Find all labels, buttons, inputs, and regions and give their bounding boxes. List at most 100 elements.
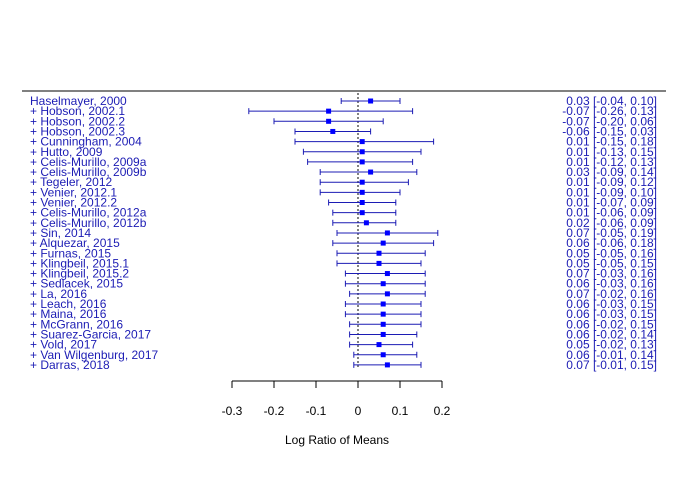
point-estimate-marker	[359, 189, 365, 195]
x-tick-label: -0.2	[264, 404, 285, 418]
study-row: + La, 2016 0.07 [-0.02, 0.16]	[30, 287, 657, 301]
point-estimate-marker	[326, 118, 332, 124]
study-label: + Vold, 2017	[30, 338, 97, 352]
x-tick-label: 0.1	[392, 404, 409, 418]
point-estimate-marker	[380, 331, 386, 337]
study-label: + Celis-Murillo, 2009b	[30, 165, 147, 179]
estimate-ci-text: 0.06 [-0.03, 0.15]	[566, 307, 657, 321]
study-label: + Klingbeil, 2015.2	[30, 267, 129, 281]
estimate-ci-text: 0.07 [-0.02, 0.16]	[566, 287, 657, 301]
point-estimate-marker	[326, 108, 332, 114]
estimate-ci-text: 0.07 [-0.01, 0.15]	[566, 358, 657, 372]
study-label: + Hobson, 2002.3	[30, 124, 125, 138]
estimate-ci-text: -0.06 [-0.15, 0.03]	[562, 124, 657, 138]
study-label: + Hobson, 2002.1	[30, 104, 125, 118]
estimate-ci-text: 0.06 [-0.01, 0.14]	[566, 348, 657, 362]
estimate-ci-text: 0.06 [-0.02, 0.15]	[566, 317, 657, 331]
study-label: + Alquezar, 2015	[30, 236, 120, 250]
point-estimate-marker	[376, 260, 382, 266]
point-estimate-marker	[330, 128, 336, 134]
study-row: + Van Wilgenburg, 2017 0.06 [-0.01, 0.14]	[30, 348, 657, 362]
study-label: + Venier, 2012.1	[30, 185, 117, 199]
study-label: + Van Wilgenburg, 2017	[30, 348, 159, 362]
point-estimate-marker	[380, 321, 386, 327]
study-label: Haselmayer, 2000	[30, 94, 127, 108]
estimate-ci-text: -0.07 [-0.26, 0.13]	[562, 104, 657, 118]
point-estimate-marker	[380, 240, 386, 246]
estimate-ci-text: -0.07 [-0.20, 0.06]	[562, 114, 657, 128]
point-estimate-marker	[380, 281, 386, 287]
x-tick-label: 0	[355, 404, 362, 418]
study-row: + Suarez-Garcia, 2017 0.06 [-0.02, 0.14]	[30, 327, 657, 341]
point-estimate-marker	[359, 179, 365, 185]
study-label: + Hobson, 2002.2	[30, 114, 125, 128]
estimate-ci-text: 0.07 [-0.03, 0.16]	[566, 267, 657, 281]
estimate-ci-text: 0.06 [-0.06, 0.18]	[566, 236, 657, 250]
point-estimate-marker	[376, 342, 382, 348]
point-estimate-marker	[384, 230, 390, 236]
point-estimate-marker	[376, 250, 382, 256]
estimate-ci-text: 0.05 [-0.02, 0.13]	[566, 338, 657, 352]
estimate-ci-text: 0.01 [-0.06, 0.09]	[566, 206, 657, 220]
study-row: + Celis-Murillo, 2009b 0.03 [-0.09, 0.14]	[30, 165, 657, 179]
study-label: + Celis-Murillo, 2009a	[30, 155, 147, 169]
x-tick-label: -0.1	[306, 404, 327, 418]
point-estimate-marker	[363, 220, 369, 226]
estimate-ci-text: 0.02 [-0.06, 0.09]	[566, 216, 657, 230]
study-row: + Sedlacek, 2015 0.06 [-0.03, 0.16]	[30, 277, 657, 291]
study-label: + Tegeler, 2012	[30, 175, 113, 189]
study-row: + Maina, 2016 0.06 [-0.03, 0.15]	[30, 307, 657, 321]
point-estimate-marker	[368, 98, 374, 104]
study-row: + Hobson, 2002.1 -0.07 [-0.26, 0.13]	[30, 104, 657, 118]
study-row: + Venier, 2012.2 0.01 [-0.07, 0.09]	[30, 196, 657, 210]
point-estimate-marker	[359, 200, 365, 205]
study-row: + Sin, 2014 0.07 [-0.05, 0.19]	[30, 226, 657, 240]
estimate-ci-text: 0.01 [-0.12, 0.13]	[566, 155, 657, 169]
point-estimate-marker	[384, 362, 390, 368]
estimate-ci-text: 0.03 [-0.09, 0.14]	[566, 165, 657, 179]
study-label: + Sin, 2014	[30, 226, 91, 240]
estimate-ci-text: 0.01 [-0.09, 0.10]	[566, 185, 657, 199]
study-label: + La, 2016	[30, 287, 87, 301]
estimate-ci-text: 0.01 [-0.13, 0.15]	[566, 145, 657, 159]
x-axis-title: Log Ratio of Means	[285, 433, 389, 447]
x-axis: -0.3 -0.2 -0.1 0 0.1 0.2	[222, 380, 451, 418]
study-rows: Haselmayer, 2000 0.03 [-0.04, 0.10]+ Hobs…	[30, 94, 657, 372]
study-label: + Leach, 2016	[30, 297, 107, 311]
point-estimate-marker	[380, 311, 386, 317]
x-tick-label: 0.2	[434, 404, 451, 418]
point-estimate-marker	[380, 301, 386, 307]
estimate-ci-text: 0.01 [-0.07, 0.09]	[566, 196, 657, 210]
estimate-ci-text: 0.05 [-0.05, 0.16]	[566, 246, 657, 260]
estimate-ci-text: 0.06 [-0.03, 0.16]	[566, 277, 657, 291]
study-row: + Darras, 2018 0.07 [-0.01, 0.15]	[30, 358, 657, 372]
study-row: + Celis-Murillo, 2012b 0.02 [-0.06, 0.09]	[30, 216, 657, 230]
point-estimate-marker	[384, 271, 390, 277]
study-row: + Vold, 2017 0.05 [-0.02, 0.13]	[30, 338, 657, 352]
study-row: + Klingbeil, 2015.2 0.07 [-0.03, 0.16]	[30, 267, 657, 281]
study-row: + Hobson, 2002.2 -0.07 [-0.20, 0.06]	[30, 114, 657, 128]
point-estimate-marker	[359, 159, 365, 165]
point-estimate-marker	[368, 169, 374, 175]
point-estimate-marker	[359, 149, 365, 155]
study-row: + Hutto, 2009 0.01 [-0.13, 0.15]	[30, 145, 657, 159]
estimate-ci-text: 0.07 [-0.05, 0.19]	[566, 226, 657, 240]
study-label: + Furnas, 2015	[30, 246, 111, 260]
study-label: + Celis-Murillo, 2012a	[30, 206, 147, 220]
study-row: + Celis-Murillo, 2009a 0.01 [-0.12, 0.13]	[30, 155, 657, 169]
study-row: + Tegeler, 2012 0.01 [-0.09, 0.12]	[30, 175, 657, 189]
study-label: + Klingbeil, 2015.1	[30, 256, 129, 270]
estimate-ci-text: 0.05 [-0.05, 0.15]	[566, 256, 657, 270]
point-estimate-marker	[380, 352, 386, 358]
study-row: + Leach, 2016 0.06 [-0.03, 0.15]	[30, 297, 657, 311]
x-tick-label: -0.3	[222, 404, 243, 418]
estimate-ci-text: 0.01 [-0.09, 0.12]	[566, 175, 657, 189]
study-label: + Darras, 2018	[30, 358, 110, 372]
study-row: Haselmayer, 2000 0.03 [-0.04, 0.10]	[30, 94, 657, 108]
study-label: + Hutto, 2009	[30, 145, 103, 159]
estimate-ci-text: 0.01 [-0.15, 0.18]	[566, 135, 657, 149]
study-label: + Cunningham, 2004	[30, 135, 142, 149]
study-row: + Venier, 2012.1 0.01 [-0.09, 0.10]	[30, 185, 657, 199]
study-row: + Furnas, 2015 0.05 [-0.05, 0.16]	[30, 246, 657, 260]
study-row: + Cunningham, 2004 0.01 [-0.15, 0.18]	[30, 135, 657, 149]
